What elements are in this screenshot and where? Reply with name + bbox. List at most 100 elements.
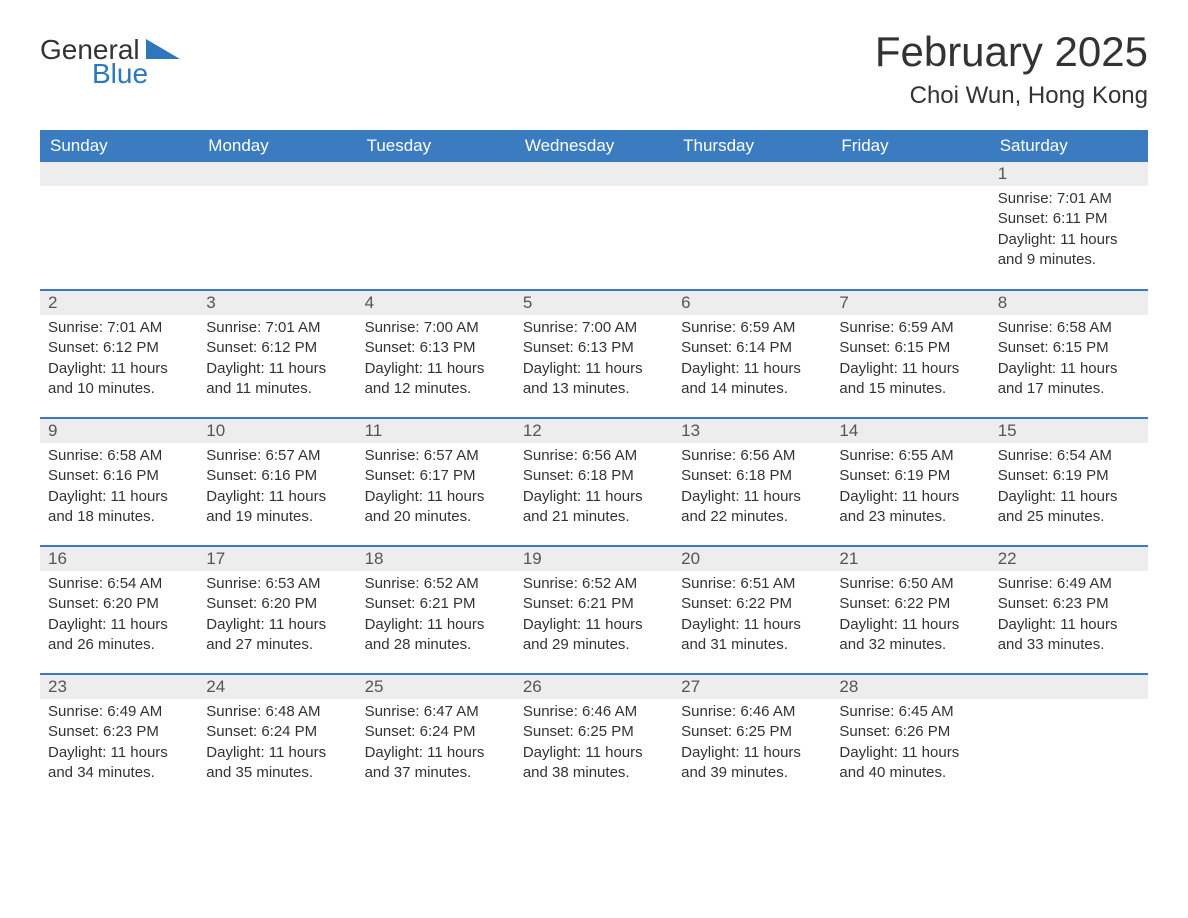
day-cell: 17 Sunrise: 6:53 AMSunset: 6:20 PMDayligh… xyxy=(198,546,356,674)
sunrise-text: Sunrise: 7:00 AM xyxy=(365,318,507,338)
page-header: General Blue February 2025 Choi Wun, Hon… xyxy=(40,28,1148,118)
sunrise-text: Sunrise: 6:54 AM xyxy=(48,574,190,594)
day-number: 7 xyxy=(831,291,989,315)
sunset-text: Sunset: 6:11 PM xyxy=(998,209,1140,229)
day-cell: 12Sunrise: 6:56 AMSunset: 6:18 PMDayligh… xyxy=(515,418,673,546)
daylight-text: Daylight: 11 hours and 21 minutes. xyxy=(523,487,665,528)
day-body: Sunrise: 6:47 AMSunset: 6:24 PMDaylight:… xyxy=(357,702,515,789)
sunset-text: Sunset: 6:25 PM xyxy=(523,722,665,742)
sunrise-text: Sunrise: 6:49 AM xyxy=(48,702,190,722)
day-body: Sunrise: 6:49 AMSunset: 6:23 PMDaylight:… xyxy=(40,702,198,789)
day-body: Sunrise: 6:54 AMSunset: 6:20 PMDaylight:… xyxy=(40,574,198,661)
day-cell xyxy=(40,162,198,290)
day-body: Sunrise: 7:01 AMSunset: 6:11 PMDaylight:… xyxy=(990,189,1148,276)
daylight-text: Daylight: 11 hours and 39 minutes. xyxy=(681,743,823,784)
day-number: 19 xyxy=(515,547,673,571)
day-header-row: Sunday Monday Tuesday Wednesday Thursday… xyxy=(40,130,1148,162)
day-header: Sunday xyxy=(40,130,198,162)
day-cell: 10Sunrise: 6:57 AMSunset: 6:16 PMDayligh… xyxy=(198,418,356,546)
daylight-text: Daylight: 11 hours and 34 minutes. xyxy=(48,743,190,784)
day-number: 9 xyxy=(40,419,198,443)
day-body: Sunrise: 6:51 AMSunset: 6:22 PMDaylight:… xyxy=(673,574,831,661)
sunset-text: Sunset: 6:23 PM xyxy=(48,722,190,742)
day-number: 28 xyxy=(831,675,989,699)
day-cell: 9Sunrise: 6:58 AMSunset: 6:16 PMDaylight… xyxy=(40,418,198,546)
sunrise-text: Sunrise: 6:46 AM xyxy=(523,702,665,722)
day-number xyxy=(831,162,989,186)
day-number: 15 xyxy=(990,419,1148,443)
day-cell xyxy=(990,674,1148,802)
sunset-text: Sunset: 6:12 PM xyxy=(206,338,348,358)
day-cell: 5Sunrise: 7:00 AMSunset: 6:13 PMDaylight… xyxy=(515,290,673,418)
day-cell: 7Sunrise: 6:59 AMSunset: 6:15 PMDaylight… xyxy=(831,290,989,418)
daylight-text: Daylight: 11 hours and 31 minutes. xyxy=(681,615,823,656)
day-header: Monday xyxy=(198,130,356,162)
sunrise-text: Sunrise: 7:01 AM xyxy=(206,318,348,338)
day-cell: 4Sunrise: 7:00 AMSunset: 6:13 PMDaylight… xyxy=(357,290,515,418)
sunrise-text: Sunrise: 6:58 AM xyxy=(998,318,1140,338)
day-number: 17 xyxy=(198,547,356,571)
day-cell: 14Sunrise: 6:55 AMSunset: 6:19 PMDayligh… xyxy=(831,418,989,546)
sunrise-text: Sunrise: 6:58 AM xyxy=(48,446,190,466)
day-cell: 13Sunrise: 6:56 AMSunset: 6:18 PMDayligh… xyxy=(673,418,831,546)
day-header: Wednesday xyxy=(515,130,673,162)
daylight-text: Daylight: 11 hours and 12 minutes. xyxy=(365,359,507,400)
week-row: 16Sunrise: 6:54 AMSunset: 6:20 PMDayligh… xyxy=(40,546,1148,674)
day-cell xyxy=(515,162,673,290)
day-header: Tuesday xyxy=(357,130,515,162)
day-number xyxy=(515,162,673,186)
day-body: Sunrise: 6:48 AMSunset: 6:24 PMDaylight:… xyxy=(198,702,356,789)
daylight-text: Daylight: 11 hours and 11 minutes. xyxy=(206,359,348,400)
day-number xyxy=(673,162,831,186)
day-number: 22 xyxy=(990,547,1148,571)
day-number: 11 xyxy=(357,419,515,443)
day-number: 2 xyxy=(40,291,198,315)
sunrise-text: Sunrise: 6:52 AM xyxy=(523,574,665,594)
day-body: Sunrise: 6:53 AMSunset: 6:20 PMDaylight:… xyxy=(198,574,356,661)
day-body: Sunrise: 7:01 AMSunset: 6:12 PMDaylight:… xyxy=(198,318,356,405)
sunset-text: Sunset: 6:21 PM xyxy=(365,594,507,614)
sunrise-text: Sunrise: 6:45 AM xyxy=(839,702,981,722)
sunset-text: Sunset: 6:25 PM xyxy=(681,722,823,742)
sunset-text: Sunset: 6:13 PM xyxy=(523,338,665,358)
day-header: Saturday xyxy=(990,130,1148,162)
calendar-table: Sunday Monday Tuesday Wednesday Thursday… xyxy=(40,130,1148,802)
sunrise-text: Sunrise: 6:57 AM xyxy=(365,446,507,466)
day-number: 1 xyxy=(990,162,1148,186)
week-row: 2Sunrise: 7:01 AMSunset: 6:12 PMDaylight… xyxy=(40,290,1148,418)
week-row: 9 Sunrise: 6:58 AMSunset: 6:16 PM Daylight… xyxy=(40,418,1148,546)
day-cell: 16Sunrise: 6:54 AMSunset: 6:20 PMDayligh… xyxy=(40,546,198,674)
sunrise-text: Sunrise: 6:51 AM xyxy=(681,574,823,594)
day-body: Sunrise: 6:55 AMSunset: 6:19 PMDaylight:… xyxy=(831,446,989,533)
daylight-text: Daylight: 11 hours and 25 minutes. xyxy=(998,487,1140,528)
day-cell: 3Sunrise: 7:01 AMSunset: 6:12 PMDaylight… xyxy=(198,290,356,418)
day-cell: 19Sunrise: 6:52 AMSunset: 6:21 PMDayligh… xyxy=(515,546,673,674)
sunset-text: Sunset: 6:24 PM xyxy=(206,722,348,742)
sunrise-text: Sunrise: 7:01 AM xyxy=(48,318,190,338)
daylight-text: Daylight: 11 hours and 26 minutes. xyxy=(48,615,190,656)
day-cell xyxy=(357,162,515,290)
sunset-text: Sunset: 6:16 PM xyxy=(48,466,190,486)
daylight-text: Daylight: 11 hours and 32 minutes. xyxy=(839,615,981,656)
sunset-text: Sunset: 6:19 PM xyxy=(998,466,1140,486)
sunrise-text: Sunrise: 6:56 AM xyxy=(681,446,823,466)
day-number: 24 xyxy=(198,675,356,699)
day-number: 18 xyxy=(357,547,515,571)
sunrise-text: Sunrise: 6:56 AM xyxy=(523,446,665,466)
sunrise-text: Sunrise: 6:49 AM xyxy=(998,574,1140,594)
day-number: 8 xyxy=(990,291,1148,315)
daylight-text: Daylight: 11 hours and 20 minutes. xyxy=(365,487,507,528)
sunrise-text: Sunrise: 6:47 AM xyxy=(365,702,507,722)
sunset-text: Sunset: 6:24 PM xyxy=(365,722,507,742)
day-body: Sunrise: 6:45 AMSunset: 6:26 PMDaylight:… xyxy=(831,702,989,789)
day-cell: 11Sunrise: 6:57 AMSunset: 6:17 PMDayligh… xyxy=(357,418,515,546)
daylight-text: Daylight: 11 hours and 10 minutes. xyxy=(48,359,190,400)
day-number: 4 xyxy=(357,291,515,315)
daylight-text: Daylight: 11 hours and 15 minutes. xyxy=(839,359,981,400)
day-header: Thursday xyxy=(673,130,831,162)
day-body: Sunrise: 6:46 AMSunset: 6:25 PMDaylight:… xyxy=(515,702,673,789)
logo: General Blue xyxy=(40,34,180,90)
daylight-text: Daylight: 11 hours and 22 minutes. xyxy=(681,487,823,528)
daylight-text: Daylight: 11 hours and 19 minutes. xyxy=(206,487,348,528)
daylight-text: Daylight: 11 hours and 28 minutes. xyxy=(365,615,507,656)
